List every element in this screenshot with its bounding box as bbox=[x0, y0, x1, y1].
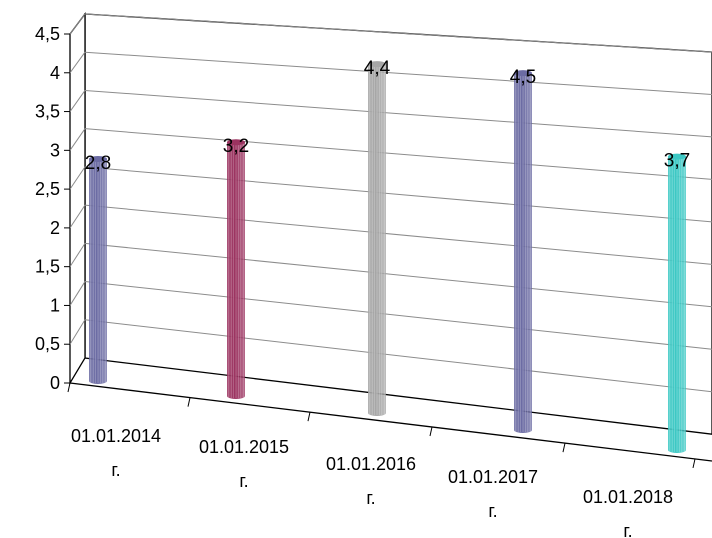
x-category-label: 01.01.2017 bbox=[448, 467, 538, 487]
y-tick-label: 4,5 bbox=[35, 24, 60, 44]
y-tick-label: 2 bbox=[50, 218, 60, 238]
y-tick-label: 1 bbox=[50, 295, 60, 315]
x-category-suffix: г. bbox=[366, 488, 375, 508]
x-tick bbox=[188, 398, 190, 407]
x-category-suffix: г. bbox=[239, 471, 248, 491]
y-tick-label: 1,5 bbox=[35, 257, 60, 277]
chart-walls bbox=[70, 14, 712, 434]
x-category-suffix: г. bbox=[488, 501, 497, 521]
x-category-label: 01.01.2016 bbox=[326, 454, 416, 474]
x-category-suffix: г. bbox=[623, 521, 632, 538]
x-tick bbox=[563, 443, 565, 452]
y-axis: 0 0,5 1 1,5 2 2,5 3 3,5 4 4,5 bbox=[35, 24, 70, 393]
y-tick-label: 3,5 bbox=[35, 102, 60, 122]
y-tick-label: 4 bbox=[50, 63, 60, 83]
x-category-label: 01.01.2014 bbox=[71, 426, 161, 446]
y-tick-label: 2,5 bbox=[35, 179, 60, 199]
x-category-suffix: г. bbox=[111, 460, 120, 480]
data-label: 4,4 bbox=[364, 58, 391, 79]
x-tick bbox=[693, 459, 695, 468]
y-tick-label: 3 bbox=[50, 140, 60, 160]
data-label: 3,7 bbox=[664, 151, 690, 172]
x-category-label: 01.01.2015 bbox=[199, 437, 289, 457]
y-tick-label: 0 bbox=[50, 373, 60, 393]
back-wall bbox=[85, 14, 712, 434]
data-label: 3,2 bbox=[223, 136, 249, 157]
x-tick bbox=[430, 427, 432, 436]
data-label: 2,8 bbox=[85, 153, 111, 174]
data-label: 4,5 bbox=[510, 67, 536, 88]
x-tick bbox=[68, 383, 70, 392]
x-tick bbox=[308, 412, 310, 421]
x-category-label: 01.01.2018 bbox=[583, 487, 673, 507]
y-tick-label: 0,5 bbox=[35, 334, 60, 354]
